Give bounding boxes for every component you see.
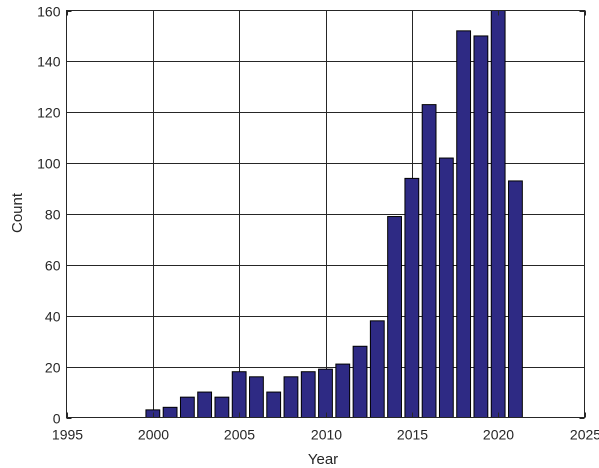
bar-2011 xyxy=(335,363,351,418)
bar-2010 xyxy=(318,368,333,419)
x-tick-label: 2020 xyxy=(483,427,514,443)
bar-2002 xyxy=(179,396,195,418)
bar-2012 xyxy=(352,345,368,418)
bar-2015 xyxy=(404,177,420,418)
bar-2008 xyxy=(283,376,299,418)
bar-2003 xyxy=(197,391,213,418)
y-tick-label: 60 xyxy=(45,258,61,274)
bar-2020 xyxy=(490,10,506,418)
bar-2017 xyxy=(438,157,454,418)
x-axis-title: Year xyxy=(308,451,338,468)
bar-2007 xyxy=(266,391,282,418)
bar-2021 xyxy=(508,180,523,418)
ticks-layer xyxy=(66,10,586,419)
bar-2001 xyxy=(162,406,178,419)
y-tick-label: 0 xyxy=(53,411,61,427)
y-axis-title: Count xyxy=(9,192,26,233)
y-tick-label: 20 xyxy=(45,360,61,376)
y-tick-label: 140 xyxy=(37,54,61,70)
x-tick-label: 2015 xyxy=(397,427,428,443)
x-tick-label: 2005 xyxy=(224,427,255,443)
bar-2014 xyxy=(387,216,402,418)
bar-2005 xyxy=(231,371,247,418)
y-tick-label: 40 xyxy=(45,309,61,325)
x-tick-label: 2000 xyxy=(138,427,169,443)
grid-layer xyxy=(66,10,585,418)
x-tick-label: 2010 xyxy=(311,427,342,443)
bar-2019 xyxy=(473,35,489,418)
y-tick-label: 80 xyxy=(45,207,61,223)
bar-2000 xyxy=(145,409,161,418)
bar-2006 xyxy=(249,376,264,418)
bar-2013 xyxy=(369,320,385,418)
bar-2018 xyxy=(456,30,472,418)
x-tick-label: 2025 xyxy=(570,427,599,443)
y-tick-label: 100 xyxy=(37,156,61,172)
x-tick-labels: 1995 2000 2005 2010 2015 2020 2025 xyxy=(52,427,599,443)
y-tick-label: 120 xyxy=(37,105,61,121)
bar-2004 xyxy=(214,396,230,418)
bar-2016 xyxy=(421,104,437,419)
x-tick-label: 1995 xyxy=(52,427,83,443)
bar-2009 xyxy=(300,371,316,418)
y-tick-labels: 0 20 40 60 80 100 120 140 160 xyxy=(37,4,61,427)
y-tick-label: 160 xyxy=(37,4,61,20)
